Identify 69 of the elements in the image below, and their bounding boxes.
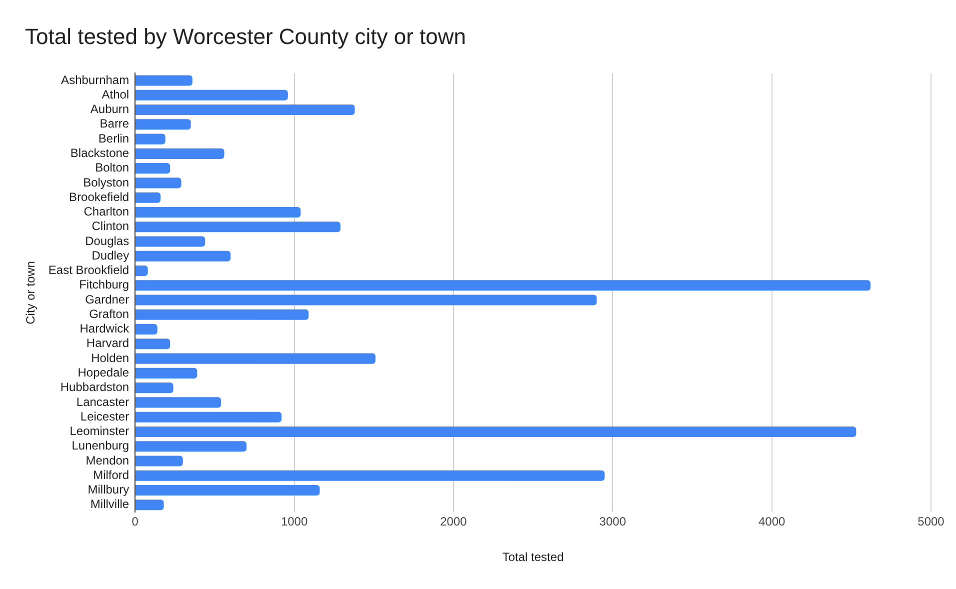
bar: [136, 470, 605, 481]
y-tick-label: Milford: [93, 468, 130, 482]
bar: [136, 104, 355, 116]
x-axis-title: Total tested: [502, 550, 564, 564]
y-tick-label: East Brookfield: [48, 263, 130, 278]
x-tick-label: 5000: [918, 514, 945, 529]
bar: [136, 368, 198, 378]
y-tick-label: Athol: [102, 87, 130, 102]
bar: [136, 178, 182, 188]
y-tick-label: Brookefield: [69, 190, 130, 204]
y-tick-label: Hopedale: [78, 365, 130, 380]
chart-title: Total tested by Worcester County city or town: [25, 24, 466, 50]
y-tick-label: Hardwick: [80, 322, 130, 336]
y-tick-label: Hubbardston: [60, 380, 130, 394]
y-tick-label: Dudley: [92, 248, 130, 262]
bar: [136, 222, 340, 232]
y-tick-label: Lunenburg: [72, 438, 130, 453]
bar: [136, 265, 148, 276]
bar: [136, 397, 222, 408]
bar: [136, 338, 170, 350]
y-tick-label: Millville: [90, 497, 130, 512]
y-tick-label: Mendon: [86, 453, 130, 468]
x-tick-label: 0: [132, 514, 139, 529]
y-tick-label: Holden: [91, 350, 130, 365]
bar: [136, 441, 247, 452]
bar: [136, 163, 170, 174]
bar: [136, 412, 282, 422]
y-tick-label: Douglas: [85, 234, 130, 248]
y-tick-label: Blackstone: [70, 146, 130, 160]
x-tick-label: 4000: [758, 514, 786, 529]
bar: [136, 456, 183, 466]
bar: [136, 192, 161, 203]
bar: [136, 280, 871, 291]
bar: [136, 236, 206, 247]
bar: [136, 353, 376, 364]
y-tick-label: Leicester: [80, 409, 130, 424]
bar: [136, 119, 191, 130]
y-tick-label: Auburn: [90, 102, 130, 116]
y-tick-label: Harvard: [86, 336, 130, 350]
bar: [136, 75, 192, 86]
y-tick-label: Charlton: [84, 204, 130, 219]
y-tick-label: Gardner: [85, 292, 130, 306]
x-tick-label: 3000: [599, 514, 626, 529]
y-tick-label: Fitchburg: [79, 278, 130, 292]
bar: [136, 324, 158, 335]
y-tick-label: Leominster: [70, 424, 130, 438]
y-tick-label: Ashburnham: [61, 72, 130, 87]
y-tick-label: Clinton: [92, 219, 130, 234]
bar: [136, 206, 301, 218]
y-tick-label: Millbury: [88, 482, 130, 497]
y-tick-label: Lancaster: [76, 394, 130, 409]
y-tick-label: Grafton: [89, 306, 130, 321]
y-tick-label: Bolyston: [83, 175, 130, 190]
bar: [136, 250, 231, 262]
bar: [136, 484, 320, 496]
bar: [136, 294, 597, 306]
y-tick-label: Barre: [100, 116, 130, 131]
bar: [136, 500, 164, 510]
bar: [136, 134, 166, 144]
bar: [136, 426, 856, 437]
bar: [136, 309, 309, 320]
x-tick-label: 2000: [440, 514, 468, 529]
bar: [136, 90, 288, 100]
bar: [136, 148, 224, 159]
x-tick-label: 1000: [280, 514, 308, 529]
y-tick-label: Berlin: [98, 131, 130, 146]
y-axis-title: City or town: [24, 261, 38, 324]
bar: [136, 382, 174, 394]
y-tick-label: Bolton: [95, 160, 130, 175]
